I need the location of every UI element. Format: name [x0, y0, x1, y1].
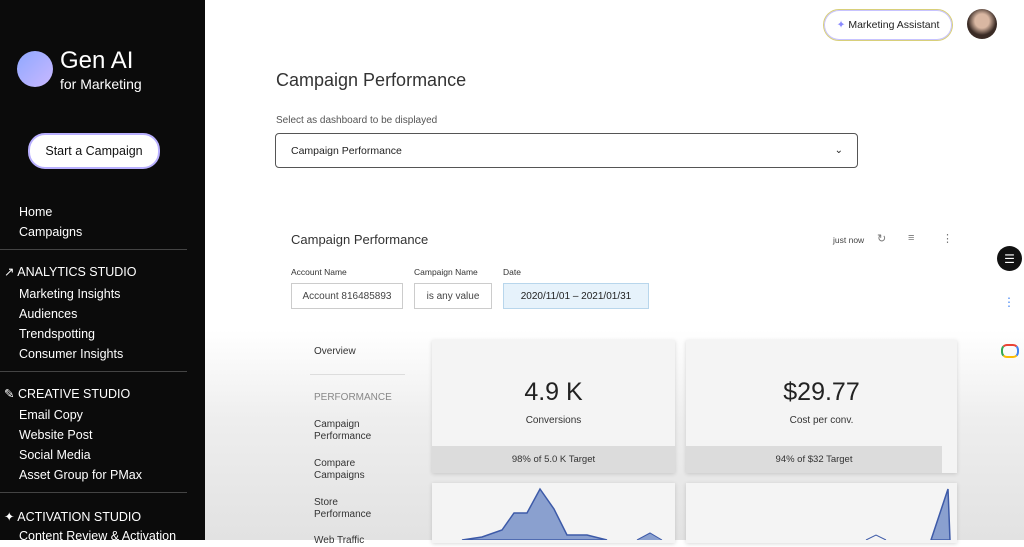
section-title[interactable]: ↗ ANALYTICS STUDIO [4, 264, 137, 279]
filter-input[interactable]: is any value [414, 283, 492, 309]
divider [310, 374, 405, 375]
section-title-text: ACTIVATION STUDIO [17, 510, 142, 524]
logo-subtitle: for Marketing [60, 76, 142, 92]
select-label: Select as dashboard to be displayed [276, 115, 438, 126]
logo-icon [17, 51, 53, 87]
dashboard-title: Campaign Performance [291, 232, 429, 247]
dashboard-select[interactable]: Campaign Performance ⌄ [275, 133, 858, 168]
dash-nav-section: PERFORMANCE [314, 392, 392, 403]
page-title: Campaign Performance [276, 70, 467, 90]
filter-icon[interactable]: ≡ [908, 232, 915, 244]
icon: ✦ [4, 510, 18, 524]
refresh-icon[interactable]: ↻ [877, 233, 887, 245]
icon: ✎ [4, 387, 18, 401]
section-title[interactable]: ✎ CREATIVE STUDIO [4, 386, 130, 401]
divider [0, 492, 187, 493]
start-campaign-button[interactable]: Start a Campaign [28, 133, 160, 169]
nav-item[interactable]: Social Media [19, 448, 91, 462]
divider [0, 249, 187, 250]
section-title-text: ANALYTICS STUDIO [17, 265, 137, 279]
kpi-card: 4.9 K Conversions 98% of 5.0 K Target [432, 340, 675, 473]
sparkline [865, 488, 951, 540]
dash-nav-item[interactable]: Web Traffic [314, 535, 365, 546]
filter-label: Campaign Name [414, 267, 478, 277]
refreshed: just now [833, 235, 865, 245]
avatar[interactable] [967, 9, 997, 39]
icon: ⌄ [834, 145, 843, 156]
section-title-text: CREATIVE STUDIO [17, 387, 131, 401]
nav-item[interactable]: Audiences [19, 307, 78, 321]
select-value: Campaign Performance [291, 144, 402, 157]
filter-label: Date [503, 267, 521, 277]
kpi-card: $29.77 Cost per conv. 94% of $32 Target [686, 340, 957, 473]
kpi-target: 98% of 5.0 K Target [432, 446, 675, 473]
kpi-value: $29.77 [783, 378, 860, 406]
section-title[interactable]: ✦ ACTIVATION STUDIO [4, 509, 141, 524]
logo-title: Gen AI [60, 47, 134, 74]
dash-nav-item[interactable]: Store Performance [314, 497, 372, 520]
icon: ✦ [836, 19, 849, 31]
side-icon[interactable]: ⋮ [1003, 295, 1015, 309]
main: ✦ Marketing Assistant Campaign Performan… [205, 0, 1024, 546]
nav-item[interactable]: Email Copy [19, 408, 83, 422]
nav-item[interactable]: Home [19, 205, 53, 219]
line [865, 534, 887, 540]
kpi-value: 4.9 K [524, 378, 583, 406]
dash-nav-item[interactable]: Campaign Performance [314, 419, 372, 442]
chart-card [432, 483, 675, 543]
kpi-target: 94% of $32 Target [686, 446, 942, 473]
area [461, 487, 608, 540]
area [636, 532, 663, 540]
kpi-label: Cost per conv. [789, 415, 854, 426]
filter-input[interactable]: Account 816485893 [291, 283, 403, 309]
sidebar: Gen AI for Marketing Start a Campaign Ho… [0, 0, 205, 543]
assistant-button[interactable]: ✦ Marketing Assistant [823, 9, 953, 41]
dash-nav-item[interactable]: Compare Campaigns [314, 458, 365, 481]
area [930, 488, 951, 540]
divider [0, 371, 187, 372]
kpi-label: Conversions [525, 415, 582, 426]
filter-input[interactable]: 2020/11/01 – 2021/01/31 [503, 283, 649, 309]
nav-item[interactable]: Asset Group for PMax [19, 468, 142, 482]
menu-icon[interactable]: ⋮ [942, 233, 953, 245]
chart-card [686, 483, 957, 543]
assistant-text: Marketing Assistant [848, 19, 940, 31]
nav-item[interactable]: Campaigns [19, 225, 83, 239]
nav-item[interactable]: Consumer Insights [19, 347, 124, 361]
side-icon[interactable]: ☰ [997, 246, 1022, 271]
dash-nav-item[interactable]: Overview [314, 346, 356, 357]
sparkline [461, 487, 663, 540]
icon: ↗ [4, 265, 18, 279]
nav-item[interactable]: Marketing Insights [19, 287, 121, 301]
side-icon[interactable] [1001, 344, 1019, 358]
nav-item[interactable]: Trendspotting [19, 327, 95, 341]
filter-label: Account Name [291, 267, 347, 277]
nav-item[interactable]: Content Review & Activation [19, 529, 177, 543]
nav-item[interactable]: Website Post [19, 428, 93, 442]
